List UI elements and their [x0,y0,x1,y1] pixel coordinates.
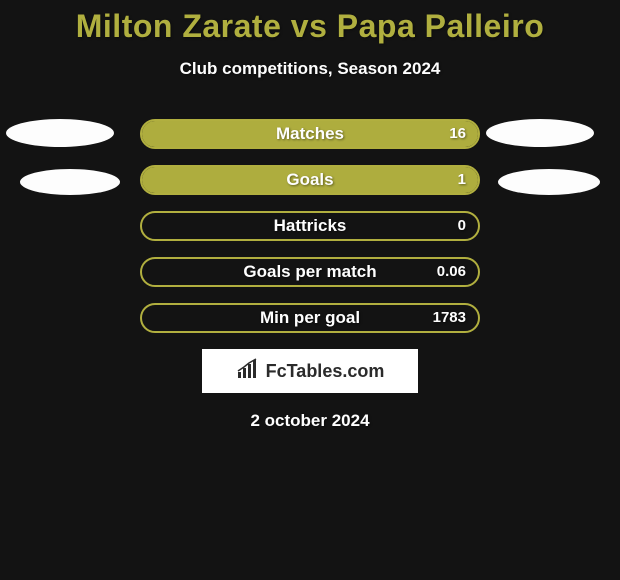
stat-value: 1 [458,167,466,193]
comparison-card: Milton Zarate vs Papa Palleiro Club comp… [0,0,620,580]
stat-row: Goals1 [140,165,480,195]
avatar-placeholder-left-2 [20,169,120,195]
stat-value: 0.06 [437,259,466,285]
stat-rows: Matches16 Goals1 Hattricks0 Goals per match… [0,119,620,333]
stat-row: Goals per match0.06 [140,257,480,287]
stat-row: Min per goal1783 [140,303,480,333]
stat-label: Min per goal [142,305,478,331]
stat-value: 16 [449,121,466,147]
stat-row: Hattricks0 [140,211,480,241]
avatar-placeholder-right-1 [486,119,594,147]
fctables-logo: FcTables.com [202,349,418,393]
page-title: Milton Zarate vs Papa Palleiro [0,0,620,45]
stat-label: Hattricks [142,213,478,239]
logo-text: FcTables.com [266,361,385,382]
stat-value: 1783 [433,305,466,331]
stat-label: Goals per match [142,259,478,285]
stat-value: 0 [458,213,466,239]
date-line: 2 october 2024 [0,411,620,431]
stat-row: Matches16 [140,119,480,149]
stats-zone: Matches16 Goals1 Hattricks0 Goals per match… [0,119,620,333]
stat-label: Matches [142,121,478,147]
avatar-placeholder-left-1 [6,119,114,147]
stat-label: Goals [142,167,478,193]
avatar-placeholder-right-2 [498,169,600,195]
bar-chart-icon [236,358,260,385]
subtitle: Club competitions, Season 2024 [0,59,620,79]
